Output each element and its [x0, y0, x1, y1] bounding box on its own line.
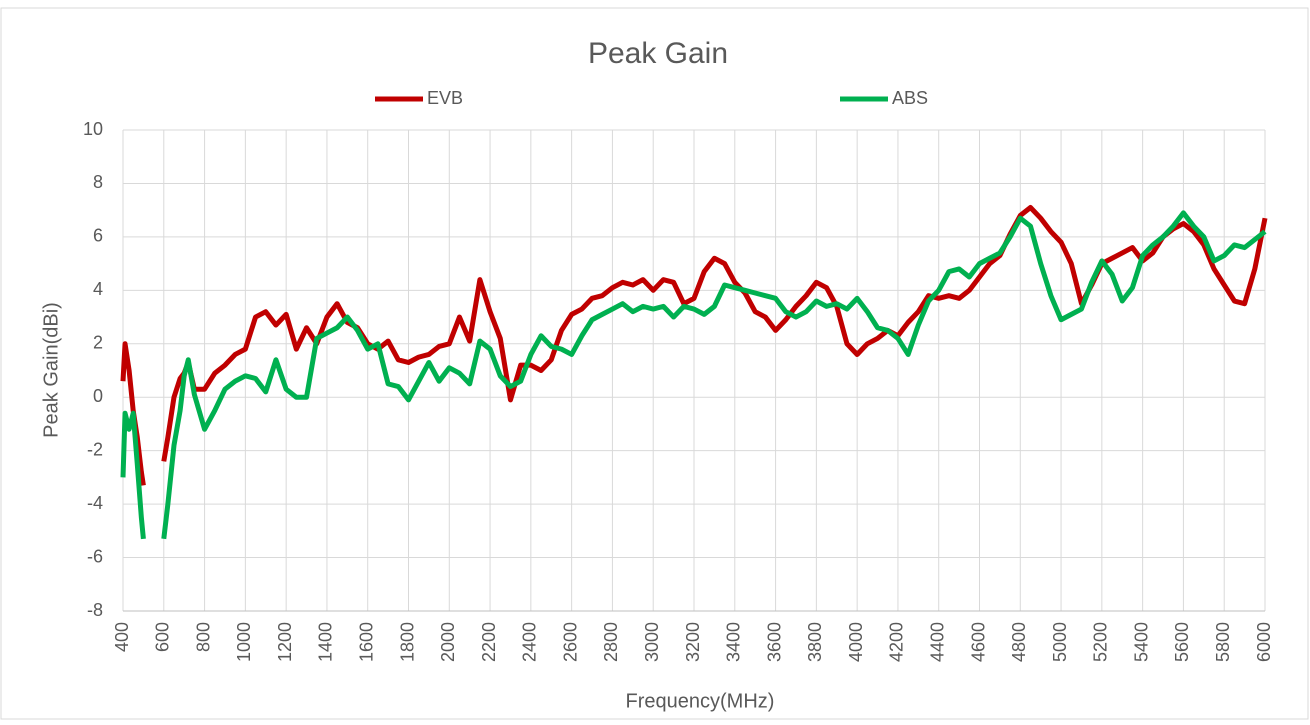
- x-tick-label: 3800: [805, 622, 825, 662]
- y-tick-label: -8: [87, 600, 103, 620]
- x-tick-label: 2000: [438, 622, 458, 662]
- x-tick-label: 5400: [1131, 622, 1151, 662]
- x-tick-label: 6000: [1254, 622, 1274, 662]
- x-tick-label: 2400: [520, 622, 540, 662]
- y-tick-label: 6: [93, 226, 103, 246]
- y-tick-label: 4: [93, 279, 103, 299]
- series-line: [120, 210, 1267, 540]
- x-tick-label: 800: [193, 622, 213, 652]
- x-tick-label: 1600: [356, 622, 376, 662]
- y-tick-label: -6: [87, 546, 103, 566]
- x-tick-label: 3600: [764, 622, 784, 662]
- x-tick-label: 4600: [968, 622, 988, 662]
- y-tick-label: 0: [93, 386, 103, 406]
- x-tick-label: 5000: [1050, 622, 1070, 662]
- x-tick-label: 2800: [601, 622, 621, 662]
- x-tick-label: 5600: [1172, 622, 1192, 662]
- series-line: [120, 204, 1268, 486]
- x-tick-label: 4800: [1009, 622, 1029, 662]
- x-tick-label: 4200: [887, 622, 907, 662]
- x-tick-label: 2600: [560, 622, 580, 662]
- chart-title: Peak Gain: [588, 37, 728, 70]
- y-tick-label: -4: [87, 493, 103, 513]
- x-tick-label: 4400: [927, 622, 947, 662]
- y-tick-label: 8: [93, 172, 103, 192]
- y-tick-label: -2: [87, 439, 103, 459]
- x-tick-label: 2200: [479, 622, 499, 662]
- x-tick-label: 1400: [316, 622, 336, 662]
- x-tick-label: 3000: [642, 622, 662, 662]
- x-tick-label: 400: [112, 622, 132, 652]
- y-tick-label: 10: [83, 119, 103, 139]
- x-tick-label: 5800: [1213, 622, 1233, 662]
- x-tick-label: 4000: [846, 622, 866, 662]
- x-tick-label: 1200: [275, 622, 295, 662]
- x-tick-label: 3400: [724, 622, 744, 662]
- x-tick-label: 600: [153, 622, 173, 652]
- y-tick-label: 2: [93, 333, 103, 353]
- legend-label: ABS: [892, 88, 928, 108]
- x-tick-label: 5200: [1091, 622, 1111, 662]
- x-tick-label: 1000: [234, 622, 254, 662]
- legend-label: EVB: [427, 88, 463, 108]
- chart-border: [0, 7, 1309, 720]
- x-axis-label: Frequency(MHz): [626, 690, 775, 712]
- x-tick-label: 3200: [683, 622, 703, 662]
- y-axis-label: Peak Gain(dBi): [40, 302, 62, 438]
- x-tick-label: 1800: [397, 622, 417, 662]
